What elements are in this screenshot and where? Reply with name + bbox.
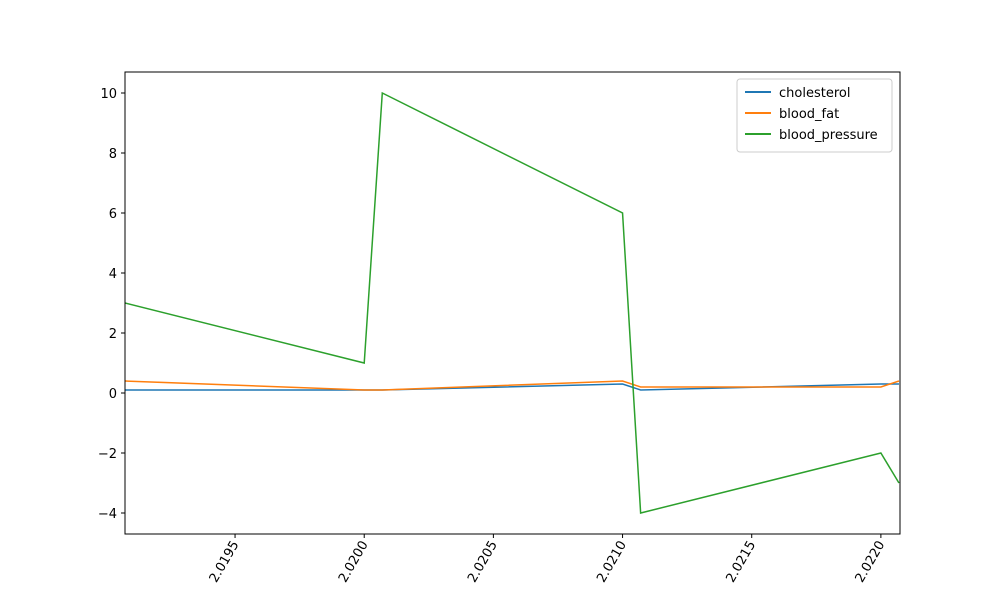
plot-frame	[124, 71, 901, 535]
y-tick-label: 6	[109, 207, 117, 222]
y-tick-label: −4	[98, 507, 117, 522]
series-line	[125, 91, 900, 514]
legend-label: blood_fat	[779, 107, 839, 122]
x-tick-label: 2.0195	[207, 539, 243, 586]
x-tick-label: 2.0220	[853, 539, 889, 586]
x-tick-label: 2.0200	[336, 539, 372, 586]
y-tick-label: 2	[109, 327, 117, 342]
legend-label: blood_pressure	[779, 128, 878, 143]
legend-label: cholesterol	[779, 86, 850, 101]
y-tick-label: 8	[109, 147, 117, 162]
y-tick-label: 0	[109, 387, 117, 402]
x-tick-label: 2.0215	[723, 539, 759, 586]
x-tick-label: 2.0210	[594, 539, 630, 586]
x-tick-label: 2.0205	[465, 539, 501, 586]
y-tick-label: 4	[109, 267, 117, 282]
y-tick-label: −2	[98, 447, 117, 462]
legend-box	[736, 78, 893, 153]
series-line	[125, 380, 900, 391]
y-tick-label: 10	[100, 87, 117, 102]
